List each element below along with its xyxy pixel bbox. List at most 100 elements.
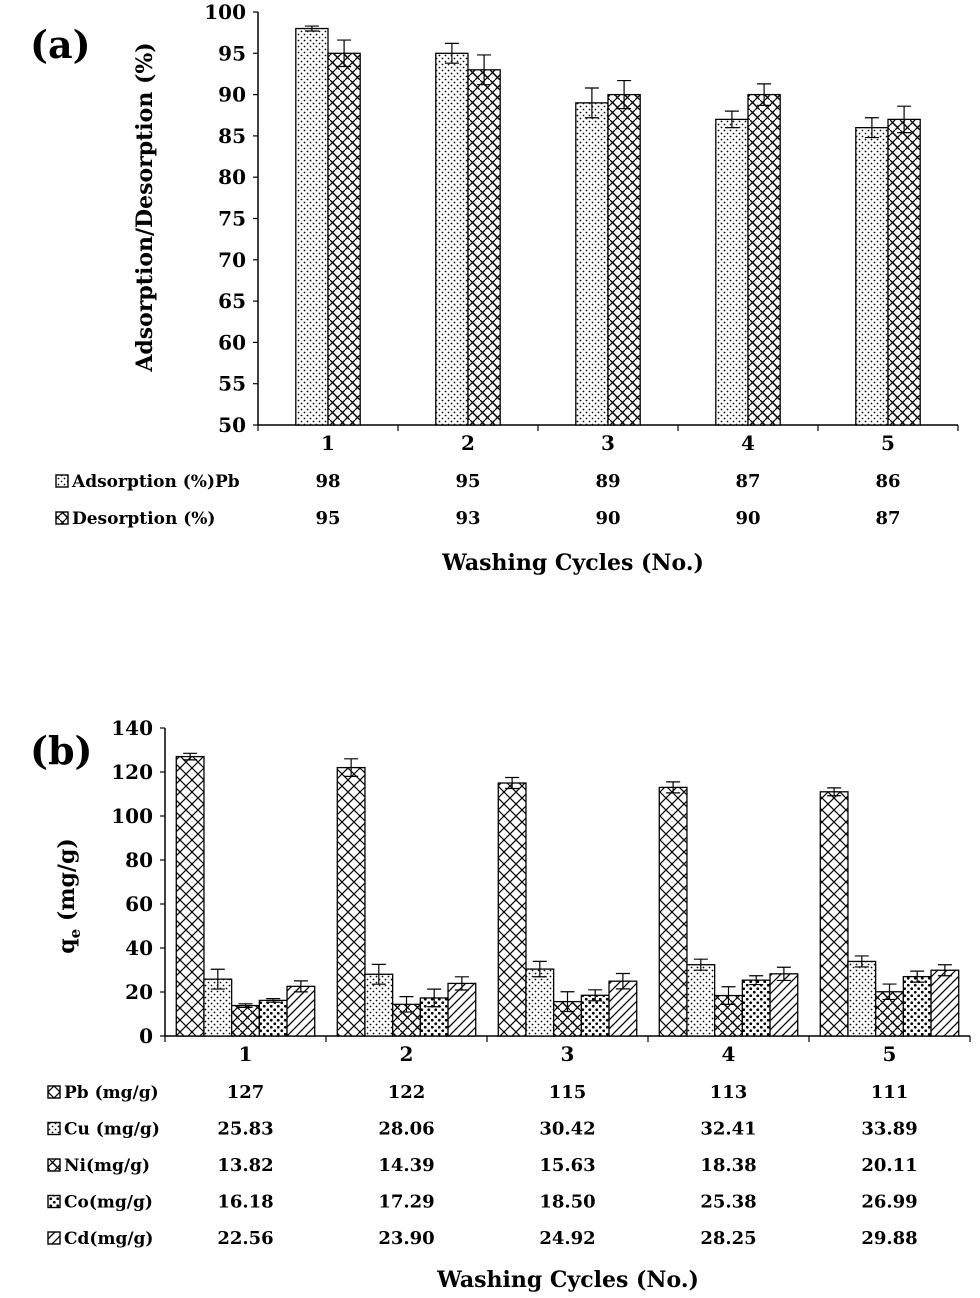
table-cell: 90 [595, 508, 620, 529]
error-bar [304, 25, 319, 32]
table-cell: 25.83 [217, 1119, 273, 1140]
error-bar [454, 976, 469, 991]
table-cell: 25.38 [700, 1192, 756, 1213]
x-tick-label: 1 [321, 431, 335, 455]
y-tick-label: 85 [218, 124, 246, 148]
bar-adsorption-pb-cycle-3 [575, 102, 609, 426]
y-tick-label: 100 [111, 804, 153, 828]
bar-co-mg-g--cycle-4 [741, 979, 771, 1037]
table-cell: 14.39 [378, 1155, 434, 1176]
table-row-label: Desorption (%) [72, 509, 215, 529]
table-cell: 86 [875, 471, 900, 492]
error-bar [937, 964, 952, 977]
legend-key [47, 1121, 61, 1136]
x-tick-label: 4 [741, 431, 755, 455]
error-bar [864, 117, 879, 139]
table-cell: 87 [875, 508, 900, 529]
table-cell: 28.25 [700, 1228, 756, 1249]
bar-ni-mg-g--cycle-2 [392, 1003, 421, 1037]
error-bar [749, 975, 764, 986]
bar-cd-mg-g--cycle-2 [447, 982, 477, 1037]
bar-co-mg-g--cycle-1 [258, 999, 288, 1037]
table-cell: 111 [871, 1082, 909, 1103]
error-bar [854, 955, 869, 968]
table-cell: 90 [735, 508, 760, 529]
bar-cu-mg-g--cycle-2 [364, 973, 394, 1037]
y-tick-label: 75 [218, 207, 246, 231]
bar-desorption--cycle-4 [747, 93, 781, 426]
table-cell: 18.38 [700, 1155, 756, 1176]
y-tick-label: 100 [204, 0, 246, 24]
bar-desorption--cycle-1 [327, 52, 361, 426]
table-cell: 89 [595, 471, 620, 492]
error-bar [505, 776, 520, 790]
error-bar [588, 989, 603, 1002]
error-bar [266, 998, 281, 1003]
panel-a-plot-area: 50 55 60 65 70 75 80 85 90 95 100 1 2 3 4 5 Adsorption (… [55, 0, 959, 529]
panel-a: (a) Adsorption/Desorption (%) Washing Cy… [30, 0, 959, 576]
table-cell: 95 [455, 471, 480, 492]
table-row-label: Ni(mg/g) [64, 1156, 150, 1176]
bar-pb-mg-g--cycle-5 [819, 791, 849, 1037]
table-cell: 95 [315, 508, 340, 529]
table-cell: 93 [455, 508, 480, 529]
error-bar [477, 54, 492, 86]
x-tick-label: 1 [239, 1042, 253, 1066]
error-bar [721, 986, 736, 1005]
error-bar [615, 972, 630, 990]
x-tick-label: 3 [601, 431, 615, 455]
panel-b-y-axis-title-unit: (mg/g) [54, 838, 80, 929]
bar-cu-mg-g--cycle-5 [847, 960, 877, 1037]
error-bar [617, 79, 632, 110]
panel-b-y-axis-title-q: q [54, 938, 80, 953]
x-tick-label: 3 [561, 1042, 575, 1066]
table-cell: 28.06 [378, 1119, 434, 1140]
y-tick-label: 65 [218, 289, 246, 313]
x-tick-label: 2 [400, 1042, 414, 1066]
y-tick-label: 40 [125, 936, 153, 960]
error-bar [724, 110, 739, 129]
bar-cu-mg-g--cycle-4 [686, 964, 716, 1037]
error-bar [238, 1003, 253, 1008]
table-cell: 33.89 [861, 1119, 917, 1140]
error-bar [444, 42, 459, 64]
table-cell: 13.82 [217, 1155, 273, 1176]
y-tick-label: 60 [125, 892, 153, 916]
table-cell: 26.99 [861, 1192, 917, 1213]
legend-key [47, 1158, 61, 1172]
table-cell: 32.41 [700, 1119, 756, 1140]
table-cell: 22.56 [217, 1228, 273, 1249]
bar-pb-mg-g--cycle-1 [175, 755, 205, 1037]
legend-key [47, 1085, 61, 1099]
y-tick-label: 0 [139, 1024, 153, 1048]
panel-a-y-axis-title: Adsorption/Desorption (%) [132, 42, 158, 372]
y-tick-label: 80 [218, 165, 246, 189]
bar-adsorption-pb-cycle-1 [295, 27, 329, 426]
table-cell: 29.88 [861, 1228, 917, 1249]
panel-b-x-axis-title: Washing Cycles (No.) [436, 1267, 699, 1293]
bar-cd-mg-g--cycle-4 [769, 973, 799, 1037]
y-tick-label: 20 [125, 980, 153, 1004]
table-cell: 122 [388, 1082, 426, 1103]
error-bar [399, 996, 414, 1013]
y-tick-label: 140 [111, 716, 153, 740]
legend-key [47, 1194, 61, 1209]
table-cell: 98 [315, 471, 340, 492]
bar-co-mg-g--cycle-5 [902, 975, 932, 1037]
error-bar [532, 960, 547, 978]
table-cell: 17.29 [378, 1192, 434, 1213]
error-bar [584, 87, 599, 119]
x-tick-label: 5 [883, 1042, 897, 1066]
table-cell: 15.63 [539, 1155, 595, 1176]
bar-pb-mg-g--cycle-4 [658, 786, 688, 1037]
table-cell: 20.11 [861, 1155, 917, 1176]
error-bar [882, 983, 897, 1001]
table-row-label: Cu (mg/g) [64, 1120, 160, 1140]
bar-co-mg-g--cycle-3 [580, 994, 610, 1037]
y-tick-label: 70 [218, 248, 246, 272]
error-bar [344, 758, 359, 777]
table-cell: 24.92 [539, 1228, 595, 1249]
y-tick-label: 55 [218, 372, 246, 396]
error-bar [337, 39, 352, 68]
